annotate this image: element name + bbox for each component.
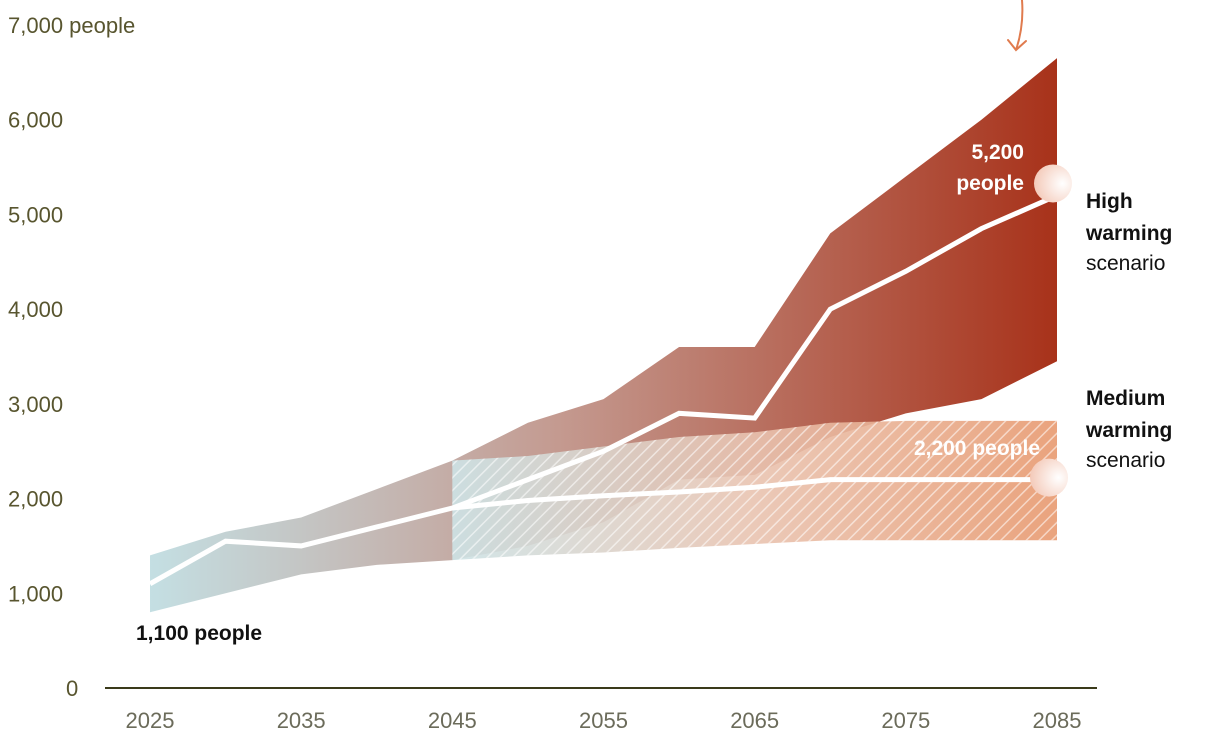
x-tick-label: 2075 (881, 708, 930, 733)
y-tick-label: 4,000 (8, 297, 63, 322)
y-tick-label: 1,000 (8, 581, 63, 606)
y-tick-label: 3,000 (8, 392, 63, 417)
medium-scenario-line1: Medium (1086, 387, 1165, 410)
high-scenario-line1: High (1086, 190, 1133, 213)
y-tick-label: 5,000 (8, 202, 63, 227)
medium-warming-band-hatch (452, 420, 1057, 561)
x-axis-ticks: 2025 2035 2045 2055 2065 2075 2085 (126, 708, 1082, 733)
x-tick-label: 2065 (730, 708, 779, 733)
medium-scenario-line2: warming (1085, 419, 1172, 442)
medium-warming-end-label: 2,200 people (914, 437, 1040, 460)
y-tick-label: 0 (66, 676, 78, 701)
y-tick-label: 6,000 (8, 108, 63, 133)
y-tick-label: 7,000 people (8, 13, 135, 38)
high-warming-median-line (148, 193, 1059, 586)
start-value-label: 1,100 people (136, 622, 262, 645)
high-scenario-line2: warming (1085, 222, 1172, 245)
medium-warming-median-line (452, 477, 1057, 511)
x-tick-label: 2035 (277, 708, 326, 733)
medium-warming-end-marker (1030, 458, 1068, 497)
high-scenario-line3: scenario (1086, 252, 1165, 275)
x-tick-label: 2045 (428, 708, 477, 733)
medium-scenario-line3: scenario (1086, 449, 1165, 472)
x-tick-label: 2085 (1033, 708, 1082, 733)
x-tick-label: 2055 (579, 708, 628, 733)
high-warming-end-marker (1034, 164, 1072, 203)
x-tick-label: 2025 (126, 708, 175, 733)
high-warming-end-value: 5,200 (971, 141, 1024, 164)
y-axis-ticks: 0 1,000 2,000 3,000 4,000 5,000 6,000 7,000 peo… (8, 13, 135, 701)
high-warming-end-unit: people (956, 172, 1024, 195)
y-tick-label: 2,000 (8, 487, 63, 512)
down-arrow-icon (1007, 0, 1027, 52)
